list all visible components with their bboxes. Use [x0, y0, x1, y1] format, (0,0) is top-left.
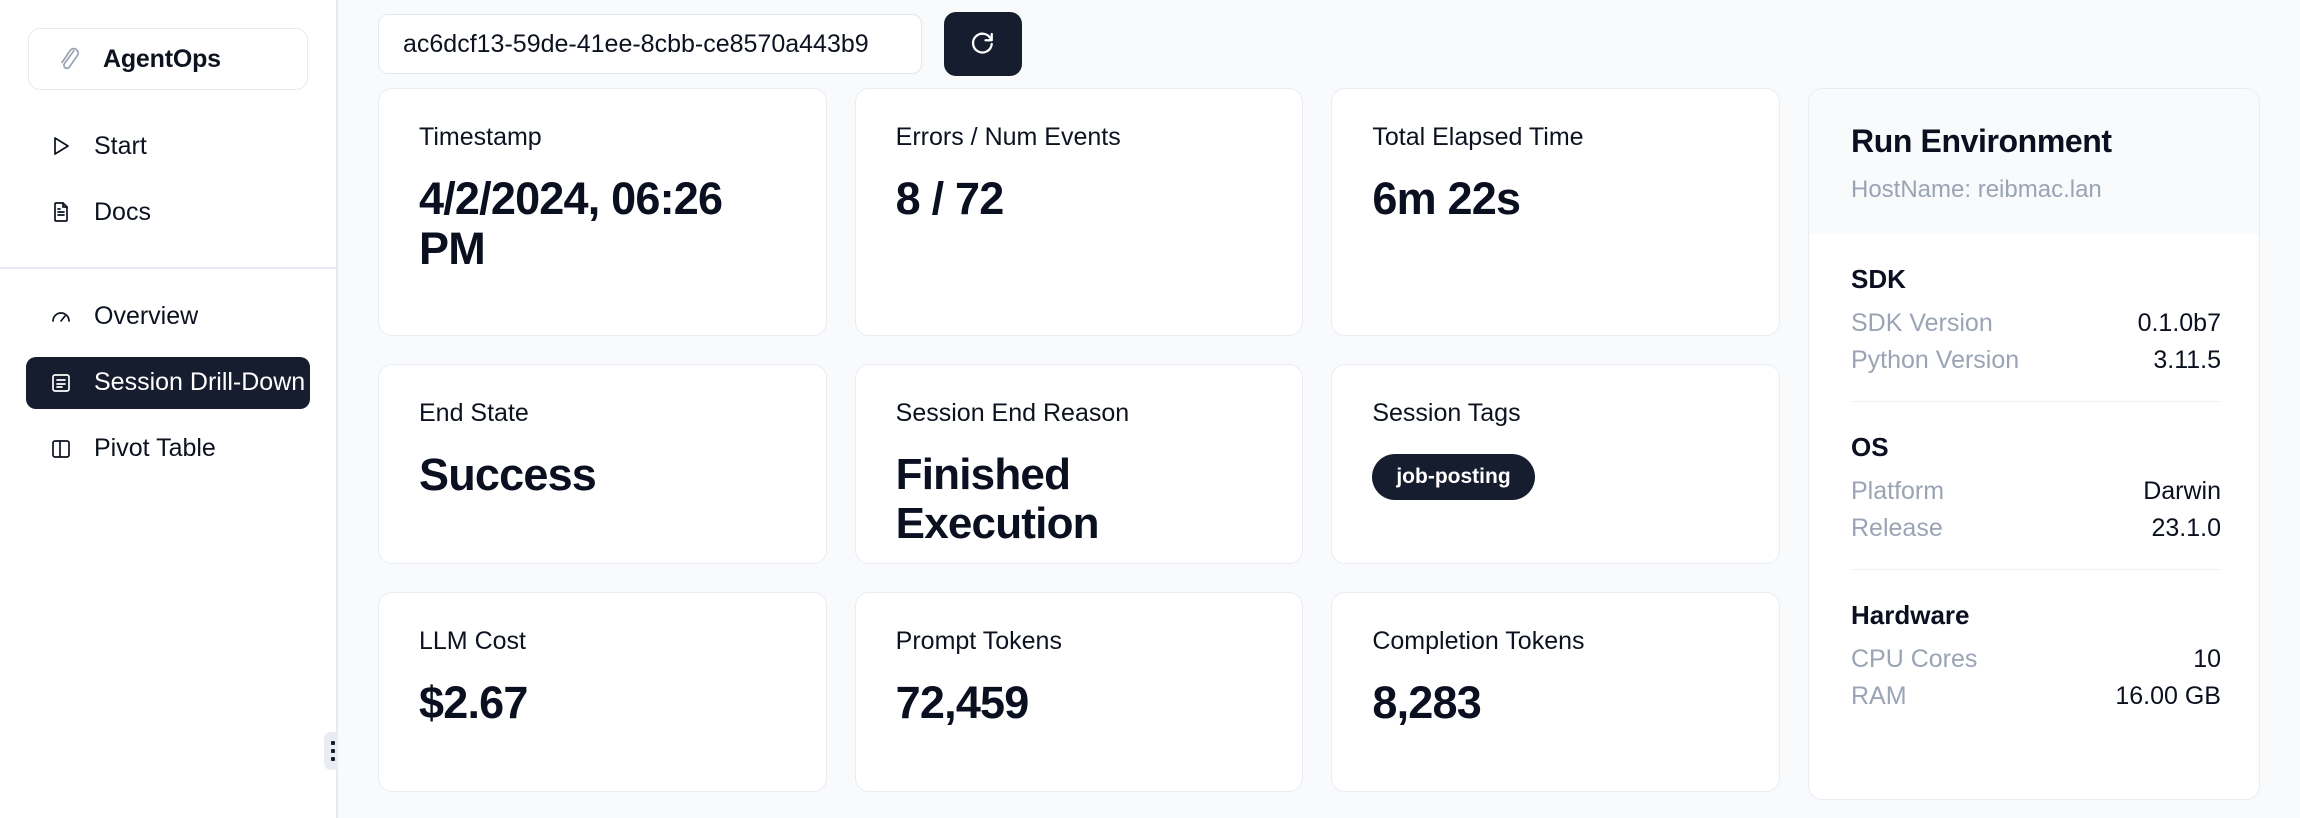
env-key: CPU Cores	[1851, 645, 1978, 673]
env-row: SDK Version 0.1.0b7	[1851, 309, 2221, 338]
env-value: 23.1.0	[2151, 514, 2221, 542]
metric-card-timestamp: Timestamp 4/2/2024, 06:26 PM	[378, 88, 827, 336]
env-key: Platform	[1851, 477, 1945, 505]
brand-name: AgentOps	[103, 44, 221, 73]
env-section-sdk: SDK SDK Version 0.1.0b7 Python Version 3…	[1851, 234, 2221, 375]
env-key: Release	[1851, 514, 1943, 542]
card-label: Session End Reason	[895, 399, 1130, 427]
session-id-input[interactable]	[378, 14, 922, 74]
card-label: Session Tags	[1372, 399, 1521, 427]
main-content: Timestamp 4/2/2024, 06:26 PM Errors / Nu…	[338, 0, 2300, 818]
sidebar-item-label: Overview	[94, 302, 199, 330]
card-label: LLM Cost	[419, 627, 526, 655]
run-environment-header: Run Environment HostName: reibmac.lan	[1809, 89, 2259, 234]
sidebar-primary-nav: Start Docs	[0, 90, 336, 238]
brand-logo[interactable]: AgentOps	[28, 28, 308, 90]
sidebar-secondary-nav: Overview Session Drill-Down Pivot Table	[0, 269, 336, 475]
metric-card-completion-tokens: Completion Tokens 8,283	[1331, 592, 1781, 792]
section-title: SDK	[1851, 264, 1906, 294]
env-row: RAM 16.00 GB	[1851, 682, 2221, 711]
card-label: Completion Tokens	[1372, 627, 1585, 655]
run-environment-panel: Run Environment HostName: reibmac.lan SD…	[1808, 88, 2260, 800]
env-section-hardware: Hardware CPU Cores 10 RAM 16.00 GB	[1851, 569, 2221, 711]
section-title: Hardware	[1851, 600, 1970, 630]
metric-card-row-2: End State Success Session End Reason Fin…	[378, 364, 1781, 564]
card-value: 6m 22s	[1372, 173, 1521, 224]
env-value: 10	[2193, 645, 2221, 673]
list-panel-icon	[48, 370, 74, 396]
metric-card-row-3: LLM Cost $2.67 Prompt Tokens 72,459 Comp…	[378, 592, 1781, 792]
env-value: 16.00 GB	[2115, 682, 2221, 710]
card-value: 4/2/2024, 06:26 PM	[419, 173, 723, 275]
env-value: 0.1.0b7	[2137, 309, 2221, 337]
card-value: 8,283	[1372, 677, 1481, 728]
grip-dot	[330, 741, 335, 745]
card-value: 72,459	[895, 677, 1030, 728]
section-title: OS	[1851, 432, 1889, 462]
toolbar	[338, 0, 2300, 88]
env-row: Release 23.1.0	[1851, 514, 2221, 543]
metric-card-errors-num-events: Errors / Num Events 8 / 72	[854, 88, 1304, 336]
sidebar-item-label: Start	[94, 131, 147, 160]
paperclip-icon	[55, 44, 85, 74]
metric-card-prompt-tokens: Prompt Tokens 72,459	[854, 592, 1304, 792]
sidebar-item-label: Session Drill-Down	[94, 368, 306, 396]
metric-card-session-end-reason: Session End Reason Finished Execution	[854, 364, 1304, 564]
env-section-os: OS Platform Darwin Release 23.1.0	[1851, 401, 2221, 543]
env-row: Python Version 3.11.5	[1851, 346, 2221, 375]
panel-title: Run Environment	[1851, 123, 2112, 159]
refresh-icon	[971, 32, 993, 54]
sidebar-item-session-drill-down[interactable]: Session Drill-Down	[26, 356, 310, 409]
document-icon	[48, 199, 74, 225]
card-value: 8 / 72	[895, 173, 1005, 224]
env-key: Python Version	[1851, 346, 2020, 374]
hostname-text: HostName: reibmac.lan	[1851, 176, 2102, 203]
metric-card-row-1: Timestamp 4/2/2024, 06:26 PM Errors / Nu…	[378, 88, 1781, 336]
run-environment-body: SDK SDK Version 0.1.0b7 Python Version 3…	[1809, 234, 2259, 711]
sidebar-item-docs[interactable]: Docs	[26, 186, 310, 238]
card-label: Prompt Tokens	[895, 627, 1062, 655]
play-icon	[48, 133, 74, 159]
metric-card-total-elapsed-time: Total Elapsed Time 6m 22s	[1331, 88, 1781, 336]
grip-dot	[330, 749, 335, 753]
columns-icon	[48, 436, 74, 462]
status-badge[interactable]: job-posting	[1372, 454, 1535, 500]
card-value: $2.67	[419, 677, 528, 728]
sidebar-item-label: Docs	[94, 197, 151, 226]
card-value: Success	[419, 449, 597, 500]
metric-card-end-state: End State Success	[378, 364, 827, 564]
sidebar-item-start[interactable]: Start	[26, 120, 310, 172]
card-label: Errors / Num Events	[895, 123, 1121, 151]
env-value: Darwin	[2143, 477, 2221, 505]
sidebar-item-overview[interactable]: Overview	[26, 291, 310, 343]
metric-card-session-tags: Session Tags job-posting	[1331, 364, 1781, 564]
env-value: 3.11.5	[2153, 346, 2221, 374]
grip-dots-left	[330, 741, 335, 761]
sidebar-item-label: Pivot Table	[94, 434, 216, 462]
env-row: Platform Darwin	[1851, 477, 2221, 506]
dashboard-content: Timestamp 4/2/2024, 06:26 PM Errors / Nu…	[338, 88, 2300, 818]
card-label: Timestamp	[419, 123, 542, 151]
metric-card-llm-cost: LLM Cost $2.67	[378, 592, 827, 792]
sidebar: AgentOps Start Docs	[0, 0, 349, 818]
refresh-button[interactable]	[944, 12, 1022, 76]
sidebar-item-pivot-table[interactable]: Pivot Table	[26, 423, 310, 475]
card-label: End State	[419, 399, 529, 427]
card-value: Finished Execution	[895, 450, 1100, 549]
env-key: RAM	[1851, 682, 1907, 710]
env-key: SDK Version	[1851, 309, 1993, 337]
metric-cards-grid: Timestamp 4/2/2024, 06:26 PM Errors / Nu…	[378, 88, 1781, 818]
env-row: CPU Cores 10	[1851, 645, 2221, 674]
gauge-icon	[48, 304, 74, 330]
sidebar-divider	[0, 267, 336, 269]
card-label: Total Elapsed Time	[1372, 123, 1584, 151]
grip-dot	[330, 757, 335, 761]
